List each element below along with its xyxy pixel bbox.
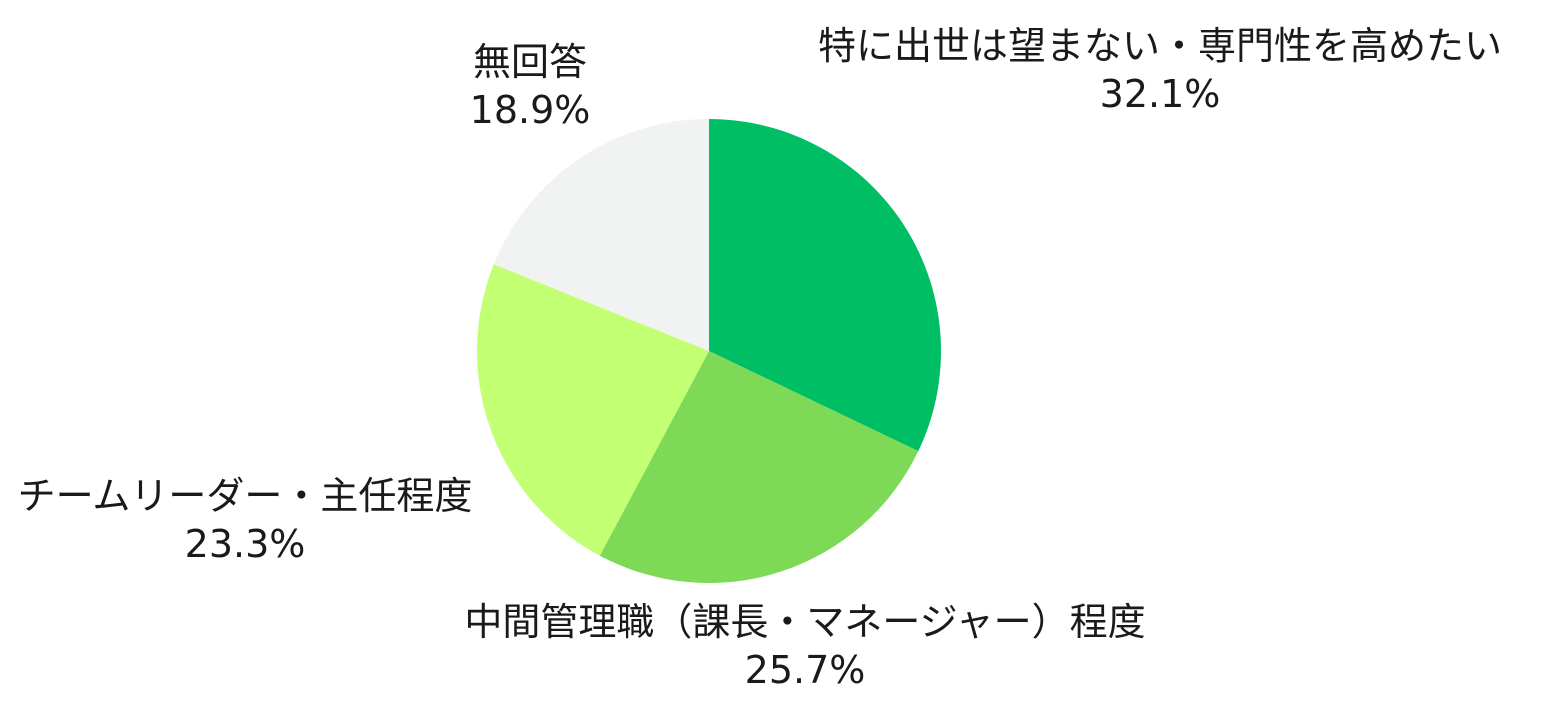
slice-value-2: 23.3% (184, 522, 306, 566)
slice-label-3: 無回答 18.9% (430, 38, 630, 134)
pie-slice-0 (709, 119, 942, 452)
slice-label-1: 中間管理職（課長・マネージャー）程度 25.7% (405, 598, 1205, 694)
slice-label-2: チームリーダー・主任程度 23.3% (0, 472, 490, 568)
pie-slice-1 (599, 351, 919, 584)
slice-name-1: 中間管理職（課長・マネージャー）程度 (464, 600, 1146, 644)
slice-name-3: 無回答 (472, 40, 587, 84)
slice-name-0: 特に出世は望まない・専門性を高めたい (817, 24, 1502, 68)
slice-value-3: 18.9% (469, 88, 591, 132)
slice-label-0: 特に出世は望まない・専門性を高めたい 32.1% (770, 22, 1548, 118)
slice-value-0: 32.1% (1099, 72, 1221, 116)
slice-value-1: 25.7% (744, 648, 866, 692)
pie-slice-2 (476, 264, 709, 556)
pie-slice-3 (493, 119, 709, 351)
slice-name-2: チームリーダー・主任程度 (17, 474, 473, 518)
